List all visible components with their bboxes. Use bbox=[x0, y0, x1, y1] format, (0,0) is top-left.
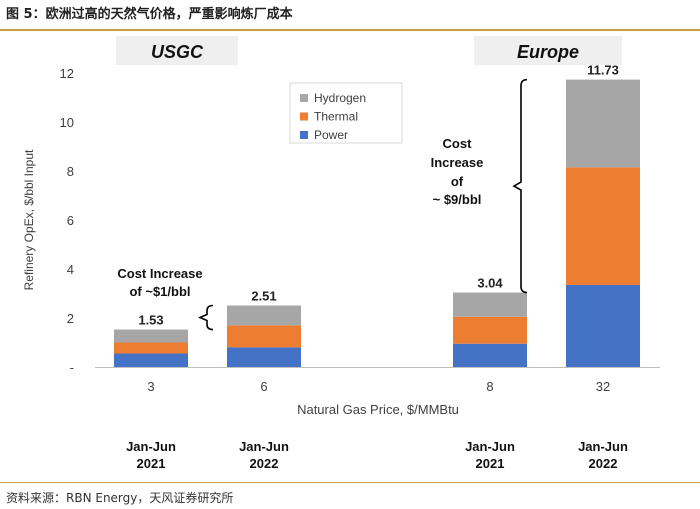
period-label-line1: Jan-Jun bbox=[126, 439, 176, 454]
legend-label-hydrogen: Hydrogen bbox=[314, 91, 366, 105]
bar-power-32 bbox=[566, 284, 640, 367]
bar-power-3 bbox=[114, 353, 188, 367]
bar-thermal-3 bbox=[114, 342, 188, 354]
legend-label-power: Power bbox=[314, 128, 348, 142]
chart: USGC Europe - 2 4 6 8 10 12 Refinery OpEx, $/bbl … bbox=[22, 36, 660, 471]
annotation-europe-line2: Increase bbox=[431, 155, 484, 170]
x-axis-title: Natural Gas Price, $/MMBtu bbox=[297, 402, 459, 417]
y-tick-label: 2 bbox=[67, 311, 74, 326]
title-rule bbox=[0, 29, 700, 31]
annotation-usgc-line2: of ~$1/bbl bbox=[129, 284, 190, 299]
bar-thermal-32 bbox=[566, 167, 640, 285]
bar-hydrogen-32 bbox=[566, 79, 640, 168]
y-axis-title: Refinery OpEx, $/bbl Input bbox=[22, 149, 36, 290]
legend-label-thermal: Thermal bbox=[314, 110, 358, 124]
x-tick-label: 32 bbox=[596, 379, 610, 394]
region-label-usgc: USGC bbox=[151, 42, 204, 62]
y-tick-label: - bbox=[70, 360, 74, 375]
bar-thermal-8 bbox=[453, 316, 527, 344]
bottom-rule bbox=[0, 482, 700, 483]
annotation-europe-line1: Cost bbox=[443, 136, 473, 151]
period-label-line1: Jan-Jun bbox=[578, 439, 628, 454]
total-label: 3.04 bbox=[477, 276, 503, 291]
figure-title: 图 5：欧洲过高的天然气价格，严重影响炼厂成本 bbox=[6, 7, 293, 22]
region-box-usgc bbox=[116, 36, 238, 65]
bar-hydrogen-8 bbox=[453, 292, 527, 317]
annotation-brace-usgc bbox=[197, 304, 214, 331]
total-label: 1.53 bbox=[138, 313, 163, 328]
total-label: 2.51 bbox=[251, 289, 276, 304]
annotation-brace-europe bbox=[512, 78, 528, 294]
y-tick-label: 6 bbox=[67, 213, 74, 228]
y-tick-label: 8 bbox=[67, 164, 74, 179]
y-tick-label: 10 bbox=[60, 115, 74, 130]
period-label-line1: Jan-Jun bbox=[239, 439, 289, 454]
period-label-line2: 2022 bbox=[250, 456, 279, 471]
bar-thermal-6 bbox=[227, 325, 301, 348]
legend-swatch-power bbox=[300, 131, 308, 139]
legend-swatch-thermal bbox=[300, 112, 308, 121]
annotation-usgc-line1: Cost Increase bbox=[117, 266, 202, 281]
x-tick-label: 6 bbox=[260, 379, 267, 394]
region-box-europe bbox=[474, 36, 622, 65]
legend-swatch-hydrogen bbox=[300, 94, 308, 102]
period-label-line2: 2021 bbox=[137, 456, 166, 471]
bar-power-6 bbox=[227, 347, 301, 367]
y-tick-label: 12 bbox=[60, 66, 74, 81]
region-label-europe: Europe bbox=[517, 42, 579, 62]
annotation-europe-line3: of bbox=[451, 174, 464, 189]
total-label: 11.73 bbox=[587, 63, 619, 78]
legend-box bbox=[289, 82, 403, 144]
source-note: 资料来源：RBN Energy，天风证券研究所 bbox=[6, 491, 234, 505]
bar-power-8 bbox=[453, 343, 527, 367]
period-label-line1: Jan-Jun bbox=[465, 439, 515, 454]
annotation-europe-line4: ~ $9/bbl bbox=[433, 192, 482, 207]
bar-hydrogen-3 bbox=[114, 329, 188, 343]
x-tick-label: 8 bbox=[486, 379, 493, 394]
bar-hydrogen-6 bbox=[227, 305, 301, 326]
x-tick-label: 3 bbox=[147, 379, 154, 394]
period-label-line2: 2022 bbox=[589, 456, 618, 471]
period-label-line2: 2021 bbox=[476, 456, 505, 471]
y-tick-label: 4 bbox=[67, 262, 74, 277]
